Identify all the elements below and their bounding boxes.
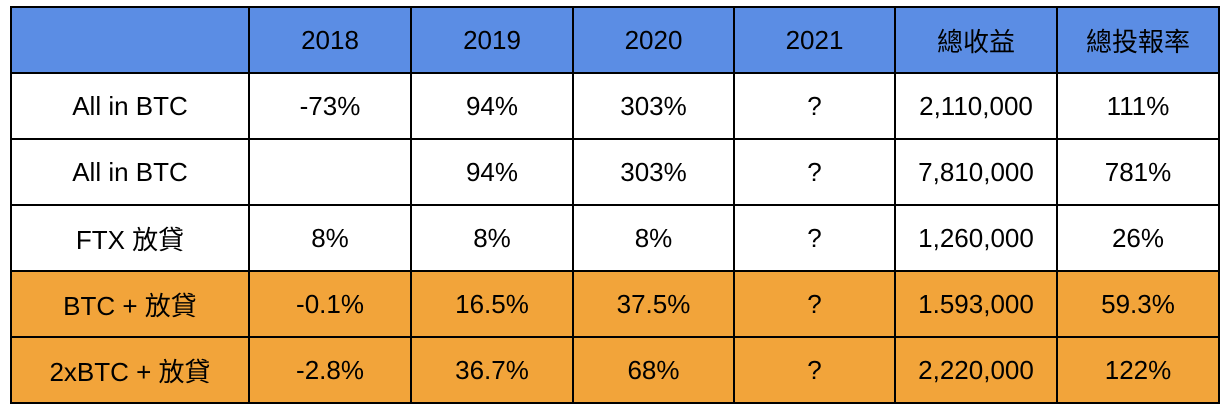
- header-cell-2020: 2020: [572, 6, 735, 74]
- table-row: FTX 放貸 8% 8% 8% ? 1,260,000 26%: [10, 204, 1220, 272]
- year-2019-cell: 94%: [410, 138, 574, 206]
- total-roi-cell: 781%: [1056, 138, 1220, 206]
- total-roi-cell: 111%: [1056, 72, 1220, 140]
- total-profit-cell: 1,260,000: [894, 204, 1058, 272]
- year-2019-cell: 16.5%: [410, 270, 574, 338]
- header-row: 2018 2019 2020 2021 總收益 總投報率: [10, 6, 1220, 74]
- year-2021-cell: ?: [733, 336, 896, 404]
- header-cell-total-roi: 總投報率: [1056, 6, 1220, 74]
- total-profit-cell: 2,110,000: [894, 72, 1058, 140]
- strategy-cell: BTC + 放貸: [10, 270, 250, 338]
- table-row-highlighted: 2xBTC + 放貸 -2.8% 36.7% 68% ? 2,220,000 1…: [10, 336, 1220, 404]
- strategy-cell: All in BTC: [10, 138, 250, 206]
- total-roi-cell: 59.3%: [1056, 270, 1220, 338]
- year-2018-cell: -2.8%: [248, 336, 412, 404]
- year-2018-cell: 8%: [248, 204, 412, 272]
- header-cell-2018: 2018: [248, 6, 412, 74]
- header-cell-2019: 2019: [410, 6, 574, 74]
- year-2021-cell: ?: [733, 270, 896, 338]
- year-2018-cell: -73%: [248, 72, 412, 140]
- header-cell-2021: 2021: [733, 6, 896, 74]
- total-roi-cell: 26%: [1056, 204, 1220, 272]
- strategy-cell: FTX 放貸: [10, 204, 250, 272]
- year-2019-cell: 94%: [410, 72, 574, 140]
- strategy-cell: All in BTC: [10, 72, 250, 140]
- year-2020-cell: 37.5%: [572, 270, 735, 338]
- year-2018-cell: [248, 138, 412, 206]
- year-2021-cell: ?: [733, 72, 896, 140]
- year-2018-cell: -0.1%: [248, 270, 412, 338]
- total-profit-cell: 1.593,000: [894, 270, 1058, 338]
- year-2019-cell: 36.7%: [410, 336, 574, 404]
- table-row: All in BTC -73% 94% 303% ? 2,110,000 111…: [10, 72, 1220, 140]
- year-2021-cell: ?: [733, 138, 896, 206]
- strategy-cell: 2xBTC + 放貸: [10, 336, 250, 404]
- total-roi-cell: 122%: [1056, 336, 1220, 404]
- returns-table: 2018 2019 2020 2021 總收益 總投報率 All in BTC …: [10, 6, 1220, 404]
- total-profit-cell: 2,220,000: [894, 336, 1058, 404]
- total-profit-cell: 7,810,000: [894, 138, 1058, 206]
- year-2020-cell: 303%: [572, 72, 735, 140]
- table-row: All in BTC 94% 303% ? 7,810,000 781%: [10, 138, 1220, 206]
- year-2020-cell: 68%: [572, 336, 735, 404]
- table-row-highlighted: BTC + 放貸 -0.1% 16.5% 37.5% ? 1.593,000 5…: [10, 270, 1220, 338]
- year-2019-cell: 8%: [410, 204, 574, 272]
- year-2020-cell: 303%: [572, 138, 735, 206]
- header-cell-total-profit: 總收益: [894, 6, 1058, 74]
- header-cell-strategy: [10, 6, 250, 74]
- year-2021-cell: ?: [733, 204, 896, 272]
- year-2020-cell: 8%: [572, 204, 735, 272]
